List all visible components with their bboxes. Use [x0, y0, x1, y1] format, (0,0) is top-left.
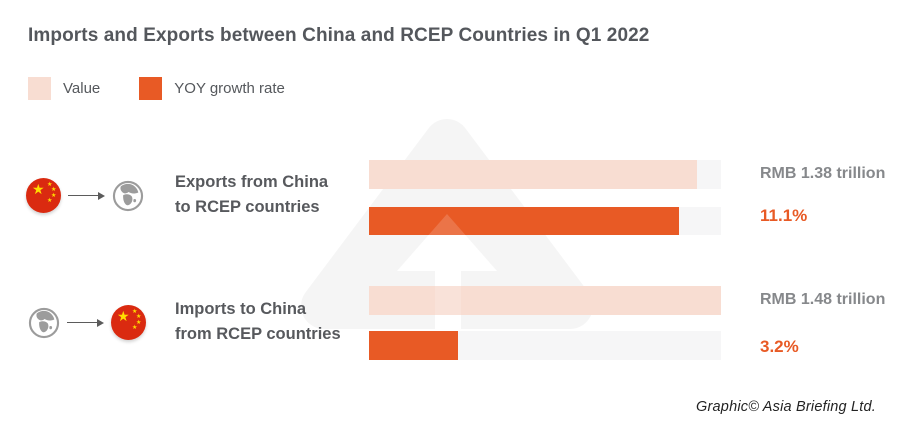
arrow-right-icon — [67, 318, 104, 327]
flow-icons-exports: ★ ★ ★ ★ ★ — [26, 178, 144, 213]
legend: Value YOY growth rate — [28, 77, 285, 100]
yoy-bar-track — [369, 207, 721, 235]
arrow-right-icon — [68, 191, 105, 200]
value-amount-label-imports: RMB 1.48 trillion — [760, 291, 886, 308]
china-flag-icon: ★ ★ ★ ★ ★ — [111, 305, 146, 340]
value-bar-track — [369, 160, 721, 189]
value-amount-label-exports: RMB 1.38 trillion — [760, 165, 886, 182]
value-bar-fill-exports — [369, 160, 698, 189]
yoy-percent-label-exports: 11.1% — [760, 206, 808, 225]
legend-swatch-yoy — [139, 77, 163, 100]
globe-icon — [28, 307, 60, 338]
yoy-bar-fill-imports — [369, 331, 459, 360]
yoy-bar-fill-exports — [369, 207, 680, 235]
credit-text: Graphic© Asia Briefing Ltd. — [696, 399, 876, 415]
flow-label-imports: Imports to China from RCEP countries — [175, 300, 341, 343]
legend-label-yoy: YOY growth rate — [174, 80, 285, 97]
flow-label-exports: Exports from China to RCEP countries — [175, 173, 329, 216]
value-bar-track — [369, 286, 721, 315]
yoy-bar-track — [369, 331, 721, 360]
yoy-percent-label-imports: 3.2% — [760, 337, 799, 356]
legend-label-value: Value — [63, 80, 101, 97]
china-flag-icon: ★ ★ ★ ★ ★ — [26, 178, 61, 213]
value-bar-fill-imports — [369, 286, 721, 315]
legend-swatch-value — [28, 77, 51, 100]
globe-icon — [112, 180, 144, 211]
page-title: Imports and Exports between China and RC… — [28, 25, 650, 46]
flow-icons-imports: ★ ★ ★ ★ ★ — [28, 305, 146, 340]
